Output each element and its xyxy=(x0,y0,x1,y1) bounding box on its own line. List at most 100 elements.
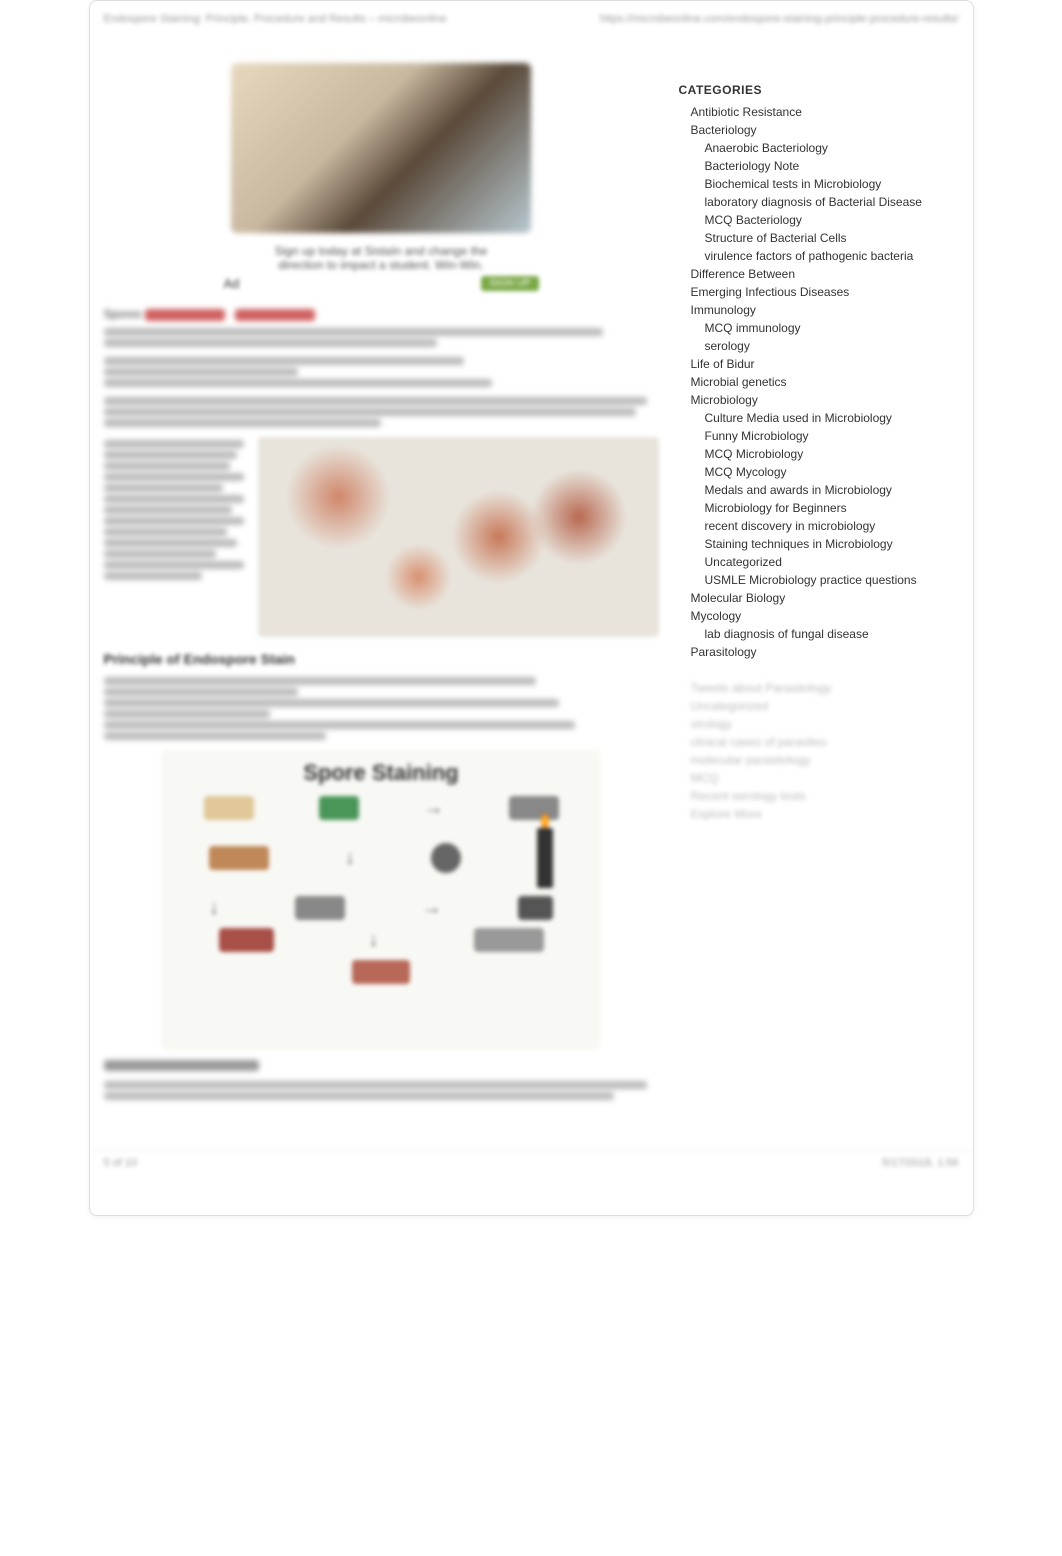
category-link[interactable]: Mycology xyxy=(691,609,742,623)
category-link[interactable]: serology xyxy=(705,339,750,353)
category-link[interactable]: Microbial genetics xyxy=(691,375,787,389)
ad-caption-line1: Sign up today at SistaIn and change the xyxy=(104,244,659,258)
footer-timestamp: 5/17/2018, 1:56 xyxy=(882,1157,958,1169)
blurred-line: Explore More xyxy=(679,805,959,823)
category-item: Culture Media used in Microbiology xyxy=(705,409,959,427)
category-item: Molecular Biology xyxy=(679,589,959,607)
category-link[interactable]: Difference Between xyxy=(691,267,796,281)
highlight-word xyxy=(145,309,225,321)
highlight-word xyxy=(235,309,315,321)
principle-heading: Principle of Endospore Stain xyxy=(104,651,659,667)
categories-list: Antibiotic Resistance Bacteriology Anaerob… xyxy=(679,103,959,661)
categories-widget: CATEGORIES Antibiotic Resistance Bacterio… xyxy=(679,83,959,661)
category-link[interactable]: Antibiotic Resistance xyxy=(691,105,802,119)
category-item: Medals and awards in Microbiology xyxy=(705,481,959,499)
procedure-heading-block xyxy=(104,1060,659,1071)
category-link[interactable]: Structure of Bacterial Cells xyxy=(705,231,847,245)
category-item: MCQ immunology xyxy=(705,319,959,337)
category-link[interactable]: MCQ Mycology xyxy=(705,465,787,479)
category-item: MCQ Bacteriology xyxy=(705,211,959,229)
category-link[interactable]: Medals and awards in Microbiology xyxy=(705,483,892,497)
category-link[interactable]: Microbiology for Beginners xyxy=(705,501,847,515)
category-link[interactable]: Uncategorized xyxy=(705,555,782,569)
page-content: Sign up today at SistaIn and change the … xyxy=(90,33,973,1110)
category-item: Microbiology for Beginners xyxy=(705,499,959,517)
category-item: Emerging Infectious Diseases xyxy=(679,283,959,301)
category-link[interactable]: Life of Bidur xyxy=(691,357,755,371)
blurred-line: Uncategorized xyxy=(679,697,959,715)
category-link[interactable]: Culture Media used in Microbiology xyxy=(705,411,892,425)
category-link[interactable]: Emerging Infectious Diseases xyxy=(691,285,850,299)
blurred-line: clinical cases of parasites xyxy=(679,733,959,751)
category-link[interactable]: laboratory diagnosis of Bacterial Diseas… xyxy=(705,195,922,209)
category-link[interactable]: Parasitology xyxy=(691,645,757,659)
category-link[interactable]: Immunology xyxy=(691,303,756,317)
category-item: Funny Microbiology xyxy=(705,427,959,445)
blurred-line: Recent serology tests xyxy=(679,787,959,805)
blurred-list: Tweets about ParasitologyUncategorizedvi… xyxy=(679,679,959,823)
procedure-paragraph xyxy=(104,1081,659,1100)
footer-page-number: 5 of 10 xyxy=(104,1157,138,1169)
bunsen-flame-icon xyxy=(537,828,553,888)
page-footer: 5 of 10 5/17/2018, 1:56 xyxy=(90,1150,973,1175)
category-link[interactable]: USMLE Microbiology practice questions xyxy=(705,573,917,587)
category-item: Microbiology Culture Media used in Microb… xyxy=(679,391,959,589)
category-item: Structure of Bacterial Cells xyxy=(705,229,959,247)
intro-paragraph: Spores Spores are resistant to heat, des… xyxy=(104,305,659,347)
category-link[interactable]: Funny Microbiology xyxy=(705,429,809,443)
ad-badge-row: Ad SIGN UP xyxy=(104,272,659,295)
category-item: Mycology lab diagnosis of fungal disease xyxy=(679,607,959,643)
ad-hero-block: Sign up today at SistaIn and change the … xyxy=(104,63,659,295)
category-item: Immunology MCQ immunology serology xyxy=(679,301,959,355)
category-item: serology xyxy=(705,337,959,355)
ad-caption: Sign up today at SistaIn and change the … xyxy=(104,244,659,272)
diagram-title: Spore Staining xyxy=(171,760,591,786)
category-item: Bacteriology Anaerobic Bacteriology Bacter… xyxy=(679,121,959,265)
category-item: Antibiotic Resistance xyxy=(679,103,959,121)
middle-paragraph xyxy=(104,397,659,427)
spore-staining-diagram: Spore Staining → ↓ ↓ → xyxy=(161,750,601,1050)
category-link[interactable]: Staining techniques in Microbiology xyxy=(705,537,893,551)
category-item: Difference Between xyxy=(679,265,959,283)
category-link[interactable]: lab diagnosis of fungal disease xyxy=(705,627,869,641)
category-item: Anaerobic Bacteriology xyxy=(705,139,959,157)
blurred-line: MCQ xyxy=(679,769,959,787)
category-item: Parasitology xyxy=(679,643,959,661)
category-item: Biochemical tests in Microbiology xyxy=(705,175,959,193)
category-link[interactable]: Bacteriology Note xyxy=(705,159,800,173)
bacteria-image-wrap xyxy=(258,437,659,637)
category-link[interactable]: MCQ Microbiology xyxy=(705,447,804,461)
category-item: MCQ Microbiology xyxy=(705,445,959,463)
category-item: Bacteriology Note xyxy=(705,157,959,175)
header-url: https://microbeonline.com/endospore-stai… xyxy=(600,13,959,25)
category-item: Life of Bidur xyxy=(679,355,959,373)
principle-list xyxy=(104,677,659,740)
category-link[interactable]: Anaerobic Bacteriology xyxy=(705,141,828,155)
ad-caption-line2: direction to impact a student. Win-Win. xyxy=(104,258,659,272)
category-link[interactable]: Bacteriology xyxy=(691,123,757,137)
ad-label: Ad xyxy=(224,276,240,291)
intro-list xyxy=(104,357,659,387)
category-link[interactable]: recent discovery in microbiology xyxy=(705,519,876,533)
ad-signup-button[interactable]: SIGN UP xyxy=(481,276,538,291)
category-item: USMLE Microbiology practice questions xyxy=(705,571,959,589)
category-link[interactable]: Biochemical tests in Microbiology xyxy=(705,177,882,191)
category-link[interactable]: MCQ Bacteriology xyxy=(705,213,802,227)
category-item: Uncategorized xyxy=(705,553,959,571)
blurred-line: Tweets about Parasitology xyxy=(679,679,959,697)
category-link[interactable]: MCQ immunology xyxy=(705,321,801,335)
category-link[interactable]: Molecular Biology xyxy=(691,591,786,605)
document-page: Endospore Staining: Principle, Procedure… xyxy=(89,0,974,1216)
category-link[interactable]: Microbiology xyxy=(691,393,758,407)
category-item: virulence factors of pathogenic bacteria xyxy=(705,247,959,265)
main-column: Sign up today at SistaIn and change the … xyxy=(104,33,659,1110)
bacteria-micrograph xyxy=(258,437,659,637)
category-link[interactable]: virulence factors of pathogenic bacteria xyxy=(705,249,914,263)
category-item: lab diagnosis of fungal disease xyxy=(705,625,959,643)
page-header: Endospore Staining: Principle, Procedure… xyxy=(90,11,973,33)
blurred-line: molecular parasitology xyxy=(679,751,959,769)
category-item: recent discovery in microbiology xyxy=(705,517,959,535)
category-item: laboratory diagnosis of Bacterial Diseas… xyxy=(705,193,959,211)
categories-heading: CATEGORIES xyxy=(679,83,959,97)
method-text-block xyxy=(104,437,244,637)
